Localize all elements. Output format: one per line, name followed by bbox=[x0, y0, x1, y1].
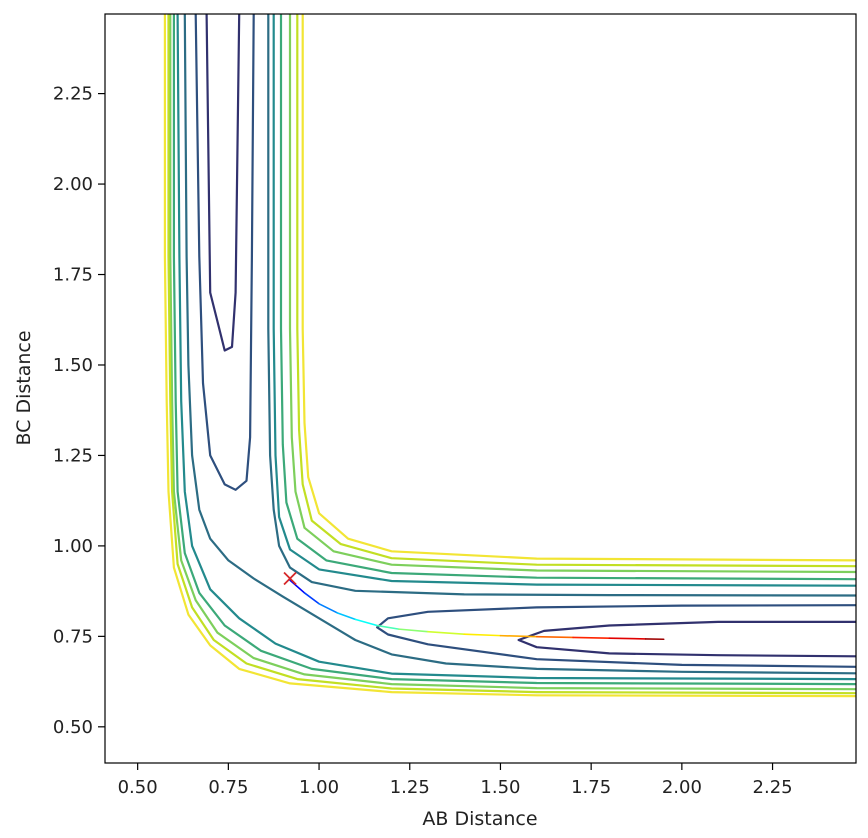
x-tick-label: 2.25 bbox=[753, 777, 793, 798]
y-tick-label: 1.75 bbox=[53, 265, 93, 286]
y-tick-label: 1.50 bbox=[53, 355, 93, 376]
trajectory-segment bbox=[318, 602, 338, 614]
x-tick-label: 0.75 bbox=[208, 777, 248, 798]
contour-line-4-1 bbox=[279, 14, 856, 581]
contour-line-2-0 bbox=[267, 14, 856, 597]
contour-lines bbox=[163, 14, 856, 698]
x-axis-ticks: 0.50 0.75 1.00 1.25 1.50 1.75 2.00 2.25 bbox=[118, 763, 793, 798]
trajectory-segment bbox=[608, 637, 647, 640]
y-axis-label: BC Distance bbox=[13, 330, 35, 445]
x-tick-label: 1.75 bbox=[571, 777, 611, 798]
contour-line-6-0 bbox=[167, 14, 856, 695]
contour-line-5-0 bbox=[169, 14, 856, 691]
trajectory-segment bbox=[376, 624, 400, 630]
marker-stroke bbox=[283, 571, 297, 586]
y-tick-label: 0.75 bbox=[53, 626, 93, 647]
trajectory-segment bbox=[336, 612, 357, 621]
y-tick-label: 0.50 bbox=[53, 717, 93, 738]
contour-line-1-1 bbox=[376, 604, 856, 668]
y-tick-label: 1.00 bbox=[53, 536, 93, 557]
y-tick-label: 1.25 bbox=[53, 445, 93, 466]
x-tick-label: 1.00 bbox=[299, 777, 339, 798]
trajectory-segment bbox=[463, 633, 502, 637]
contour-line-0-0 bbox=[205, 14, 241, 352]
trajectory-segment bbox=[354, 618, 378, 627]
y-tick-label: 2.00 bbox=[53, 174, 93, 195]
trajectory-segment bbox=[289, 579, 306, 594]
contour-line-3-1 bbox=[272, 14, 856, 587]
y-axis-ticks: 0.50 0.75 1.00 1.25 1.50 1.75 2.00 2.25 bbox=[53, 84, 105, 738]
trajectory-path bbox=[289, 579, 665, 641]
trajectory-segment bbox=[499, 634, 538, 638]
x-tick-label: 1.25 bbox=[390, 777, 430, 798]
trajectory-segment bbox=[398, 628, 429, 633]
contour-line-7-0 bbox=[163, 14, 856, 698]
trajectory-segment bbox=[427, 630, 465, 635]
start-marker bbox=[283, 571, 297, 586]
contour-line-5-1 bbox=[288, 14, 856, 574]
contour-line-3-0 bbox=[176, 14, 856, 681]
plot-frame bbox=[104, 13, 857, 764]
contour-line-4-0 bbox=[172, 14, 856, 686]
x-tick-label: 1.50 bbox=[480, 777, 520, 798]
x-tick-label: 0.50 bbox=[118, 777, 158, 798]
x-tick-label: 2.00 bbox=[662, 777, 702, 798]
contour-line-6-1 bbox=[296, 14, 856, 568]
contour-line-0-1 bbox=[517, 620, 856, 658]
contour-line-1-0 bbox=[194, 14, 255, 491]
y-tick-label: 2.25 bbox=[53, 84, 93, 105]
trajectory-segment bbox=[572, 636, 611, 639]
contour-line-7-1 bbox=[301, 14, 856, 562]
contour-line-2-1 bbox=[183, 14, 856, 675]
trajectory-segment bbox=[303, 592, 320, 605]
trajectory-segment bbox=[535, 635, 574, 639]
x-axis-label: AB Distance bbox=[422, 808, 537, 830]
